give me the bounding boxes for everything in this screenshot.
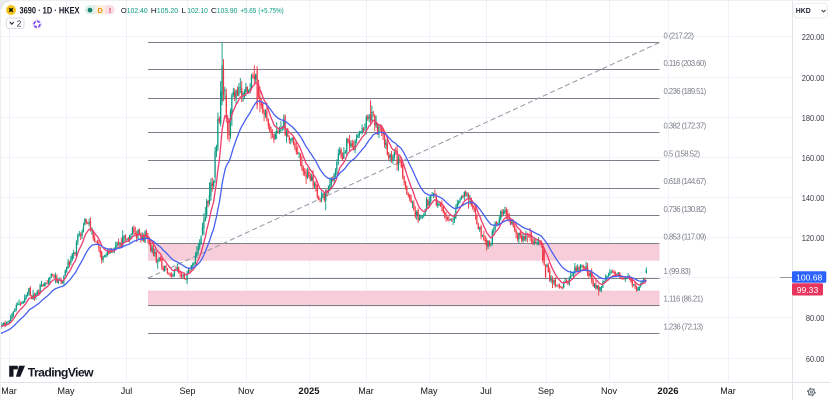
svg-text:0.236 (189.51): 0.236 (189.51) xyxy=(664,87,707,96)
svg-text:1 (99.83): 1 (99.83) xyxy=(664,267,692,276)
svg-text:0.116 (203.60): 0.116 (203.60) xyxy=(664,59,707,68)
svg-text:2: 2 xyxy=(17,19,22,28)
svg-text:2025: 2025 xyxy=(298,386,320,397)
svg-text:!: ! xyxy=(109,6,111,15)
svg-text:1.236 (72.13): 1.236 (72.13) xyxy=(664,323,704,332)
svg-text:102.10: 102.10 xyxy=(187,6,208,15)
svg-text:Nov: Nov xyxy=(238,386,255,396)
svg-text:1.116 (86.21): 1.116 (86.21) xyxy=(664,294,704,303)
svg-text:2026: 2026 xyxy=(657,386,678,397)
svg-text:Sep: Sep xyxy=(538,386,554,396)
svg-text:60.00: 60.00 xyxy=(806,354,825,364)
svg-text:0 (217.22): 0 (217.22) xyxy=(664,31,695,40)
svg-text:TradingView: TradingView xyxy=(28,365,94,379)
svg-text:+5.65: +5.65 xyxy=(240,6,256,15)
svg-text:120.00: 120.00 xyxy=(802,233,825,243)
svg-text:HKD: HKD xyxy=(796,8,811,15)
svg-text:Sep: Sep xyxy=(179,386,195,396)
svg-text:Jul: Jul xyxy=(480,386,492,396)
svg-text:C: C xyxy=(211,6,218,15)
svg-text:May: May xyxy=(57,386,75,396)
svg-text:L: L xyxy=(181,6,186,15)
svg-text:Mar: Mar xyxy=(1,386,17,396)
svg-text:140.00: 140.00 xyxy=(802,193,825,203)
svg-text:D: D xyxy=(98,6,104,15)
svg-text:3690 · 1D · HKEX: 3690 · 1D · HKEX xyxy=(20,6,80,17)
svg-text:160.00: 160.00 xyxy=(802,153,825,163)
svg-text:Nov: Nov xyxy=(601,386,618,396)
svg-text:103.90: 103.90 xyxy=(217,6,238,15)
svg-text:100.68: 100.68 xyxy=(796,272,823,282)
svg-text:Jul: Jul xyxy=(121,386,133,396)
svg-text:0.736 (130.82): 0.736 (130.82) xyxy=(664,205,707,214)
svg-text:(+5.75%): (+5.75%) xyxy=(258,6,283,15)
svg-text:105.20: 105.20 xyxy=(157,6,178,15)
svg-text:Mar: Mar xyxy=(358,386,374,396)
svg-text:180.00: 180.00 xyxy=(802,113,825,123)
svg-text:O: O xyxy=(121,6,127,15)
svg-text:0.853 (117.09): 0.853 (117.09) xyxy=(664,232,707,241)
svg-text:0.618 (144.67): 0.618 (144.67) xyxy=(664,177,707,186)
svg-text:Mar: Mar xyxy=(720,386,736,396)
svg-text:80.00: 80.00 xyxy=(806,313,825,323)
svg-text:May: May xyxy=(420,386,438,396)
svg-text:H: H xyxy=(151,6,157,15)
svg-text:200.00: 200.00 xyxy=(802,73,825,83)
svg-text:0.5 (158.52): 0.5 (158.52) xyxy=(664,149,701,158)
svg-text:99.33: 99.33 xyxy=(797,285,819,295)
svg-text:0.382 (172.37): 0.382 (172.37) xyxy=(664,122,707,131)
svg-text:220.00: 220.00 xyxy=(802,32,825,42)
svg-text:102.40: 102.40 xyxy=(127,6,148,15)
